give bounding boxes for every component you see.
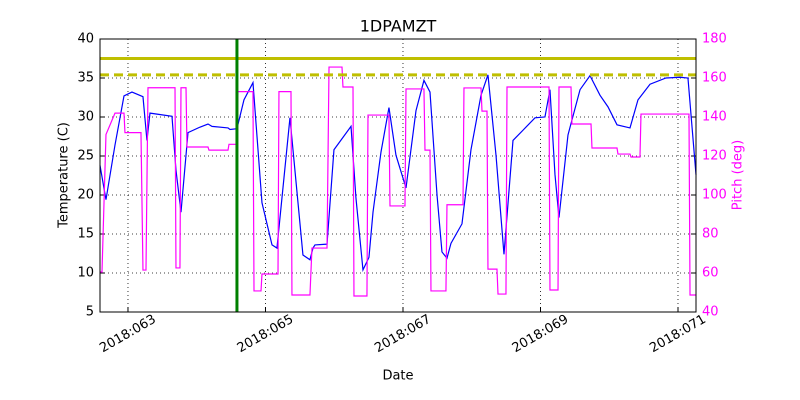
plot-frame (99, 38, 697, 313)
y2-tick-label: 80 (702, 227, 719, 242)
y-tick-label: 15 (77, 227, 94, 242)
y-tick-label: 20 (77, 188, 94, 203)
y-tick-label: 35 (77, 71, 94, 86)
y2-tick-label: 60 (702, 266, 719, 281)
y2-tick-label: 40 (702, 305, 719, 320)
y2-axis-label: Pitch (deg) (731, 140, 746, 210)
x-axis-label: Date (382, 369, 413, 384)
data-line (100, 66, 696, 297)
chart-title: 1DPAMZT (360, 17, 437, 36)
y2-tick-label: 100 (702, 188, 727, 203)
y-tick-label: 30 (77, 110, 94, 125)
data-line (99, 74, 697, 273)
y2-tick-label: 180 (702, 32, 727, 47)
y-tick-label: 40 (77, 32, 94, 47)
y-tick-label: 25 (77, 149, 94, 164)
y-axis-label: Temperature (C) (57, 122, 72, 229)
y-tick-label: 5 (86, 305, 94, 320)
y-tick-label: 10 (77, 266, 94, 281)
y2-tick-label: 120 (702, 149, 727, 164)
y2-tick-label: 160 (702, 71, 727, 86)
y2-tick-label: 140 (702, 110, 727, 125)
